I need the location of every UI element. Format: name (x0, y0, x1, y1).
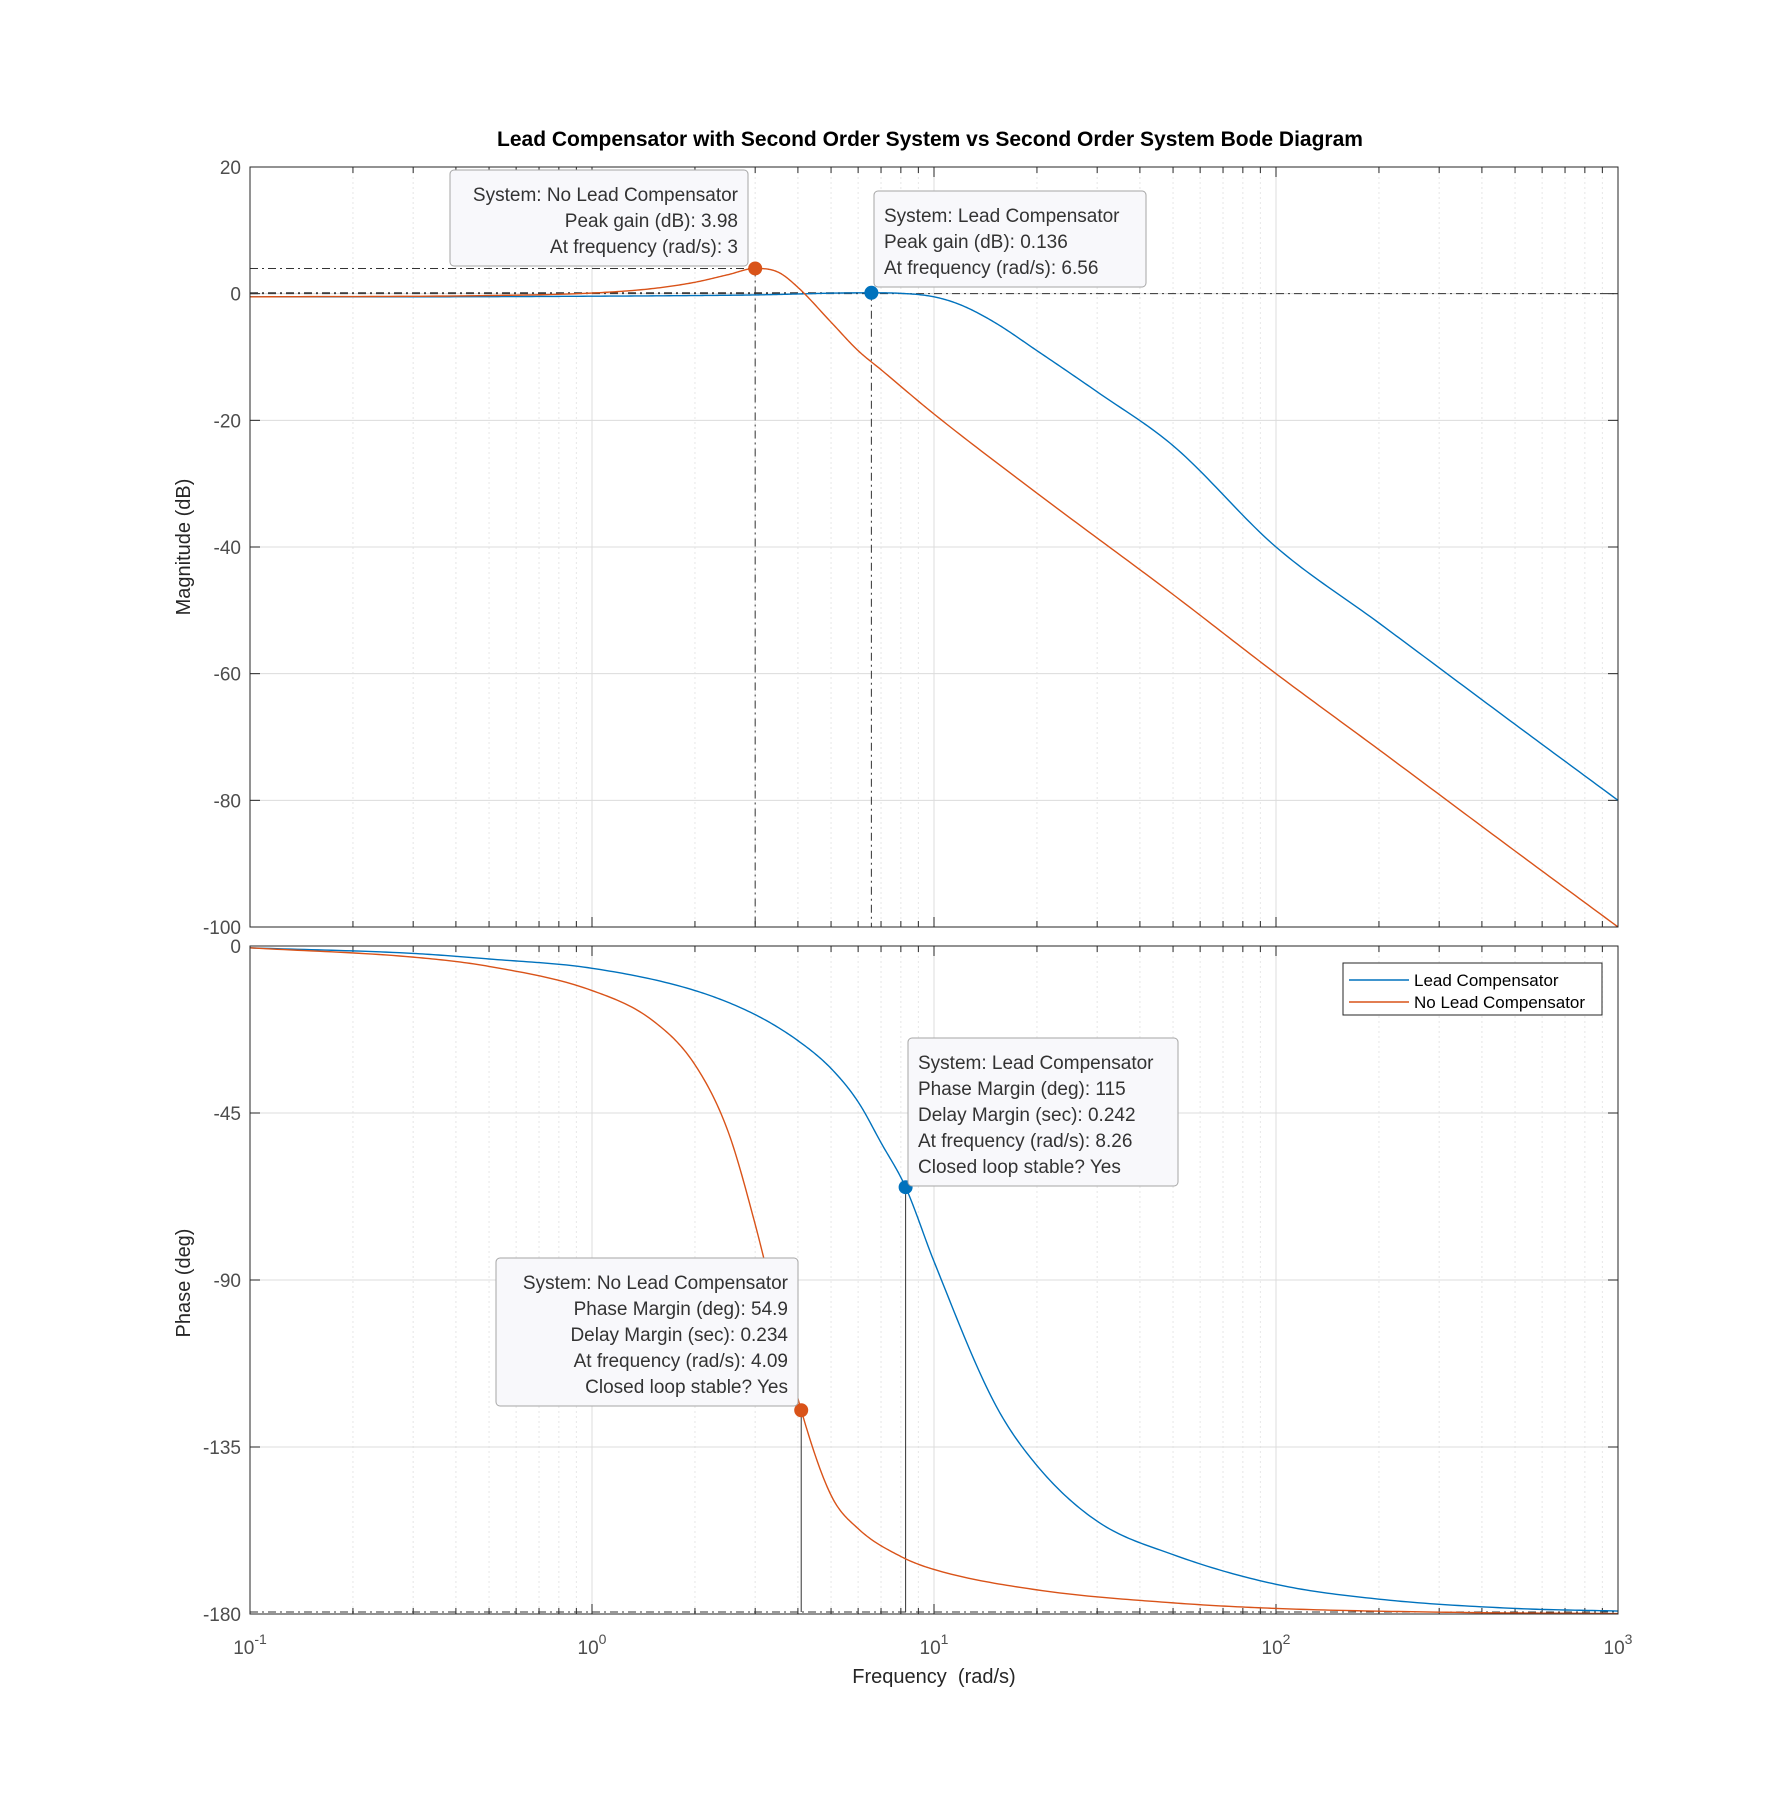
y-tick-label: -80 (214, 791, 241, 812)
y-tick-label: -135 (203, 1438, 241, 1459)
y-tick-label: -180 (203, 1605, 241, 1626)
data-tip: System: No Lead Compensator Peak gain (dB… (449, 169, 749, 267)
x-tick-label: 101 (920, 1631, 949, 1659)
x-tick-label: 10-1 (233, 1631, 267, 1659)
data-tip-box (873, 190, 1147, 288)
x-axis-label: Frequency (rad/s) (852, 1666, 1015, 1688)
data-tip-marker (748, 261, 763, 276)
data-tip: System: No Lead Compensator Phase Margin … (495, 1257, 799, 1407)
magnitude-series (249, 267, 1619, 928)
phase-y-axis-label: Phase (deg) (173, 1229, 195, 1338)
legend-entry: No Lead Compensator (1414, 993, 1585, 1012)
y-tick-label: -20 (214, 411, 241, 432)
phase-annotations: System: Lead Compensator Phase Margin (de… (495, 1037, 1179, 1407)
data-tip-line: At frequency (rad/s): 4.09 (574, 1351, 788, 1372)
data-tip-box (495, 1257, 799, 1407)
data-tip: System: Lead Compensator Phase Margin (de… (907, 1037, 1179, 1187)
data-tip-line: At frequency (rad/s): 3 (550, 237, 738, 258)
data-tip-line: System: Lead Compensator (884, 206, 1120, 227)
data-tip-line: System: No Lead Compensator (523, 1273, 789, 1294)
data-tip-line: Delay Margin (sec): 0.242 (918, 1105, 1136, 1126)
data-tip-line: System: Lead Compensator (918, 1053, 1154, 1074)
data-tip-line: Phase Margin (deg): 54.9 (574, 1299, 788, 1320)
phase-x-tick-labels: 10-1 100 101 102 103 (233, 1631, 1632, 1659)
y-tick-label: 0 (230, 937, 241, 958)
data-tip-line: Closed loop stable? Yes (585, 1377, 788, 1398)
magnitude-annotations: System: No Lead Compensator Peak gain (dB… (449, 169, 1147, 288)
magnitude-reference-lines (250, 267, 1618, 927)
data-tip-line: Peak gain (dB): 3.98 (565, 211, 738, 232)
x-tick-label: 100 (578, 1631, 607, 1659)
legend-box (1342, 962, 1603, 1016)
data-tip-line: Peak gain (dB): 0.136 (884, 232, 1068, 253)
ph-series-lead-compensator (249, 947, 1619, 1612)
phase-axes-box (249, 945, 1619, 1615)
legend: Lead Compensator No Lead Compensator (1342, 962, 1603, 1016)
magnitude-axes-box (249, 166, 1619, 928)
data-tip-line: Closed loop stable? Yes (918, 1157, 1121, 1178)
mag-series-lead-compensator (250, 292, 1619, 801)
data-tip-marker (794, 1403, 809, 1418)
y-tick-label: -90 (214, 1271, 241, 1292)
x-tick-label: 103 (1604, 1631, 1633, 1659)
y-tick-label: 0 (230, 285, 241, 306)
y-tick-label: -100 (203, 918, 241, 939)
data-tip-line: At frequency (rad/s): 8.26 (918, 1131, 1132, 1152)
data-tip-box (449, 169, 749, 267)
data-tip-box (907, 1037, 1179, 1187)
y-tick-label: -45 (214, 1104, 241, 1125)
magnitude-panel: 20 0 -20 -40 -60 -80 -100 Magnitude (dB) Syste… (173, 158, 1619, 939)
phase-panel: 0 -45 -90 -135 -180 10-1 100 101 102 103 Phase (… (173, 937, 1633, 1688)
magnitude-y-tick-labels: 20 0 -20 -40 -60 -80 -100 (203, 158, 241, 939)
legend-entry: Lead Compensator (1414, 971, 1559, 990)
y-tick-label: -40 (214, 538, 241, 559)
data-tip-line: Delay Margin (sec): 0.234 (570, 1325, 788, 1346)
data-tip: System: Lead Compensator Peak gain (dB): … (873, 190, 1147, 288)
magnitude-y-axis-label: Magnitude (dB) (173, 479, 195, 616)
x-tick-label: 102 (1262, 1631, 1291, 1659)
mag-series-no-lead-compensator (249, 267, 1619, 928)
data-tip-marker (864, 285, 879, 300)
y-tick-label: 20 (220, 158, 241, 179)
data-tip-line: At frequency (rad/s): 6.56 (884, 258, 1098, 279)
phase-y-tick-labels: 0 -45 -90 -135 -180 (203, 937, 241, 1626)
magnitude-markers (748, 261, 879, 300)
y-tick-label: -60 (214, 665, 241, 686)
data-tip-line: Phase Margin (deg): 115 (918, 1079, 1126, 1100)
data-tip-line: System: No Lead Compensator (473, 185, 739, 206)
chart-title: Lead Compensator with Second Order Syste… (497, 128, 1363, 151)
